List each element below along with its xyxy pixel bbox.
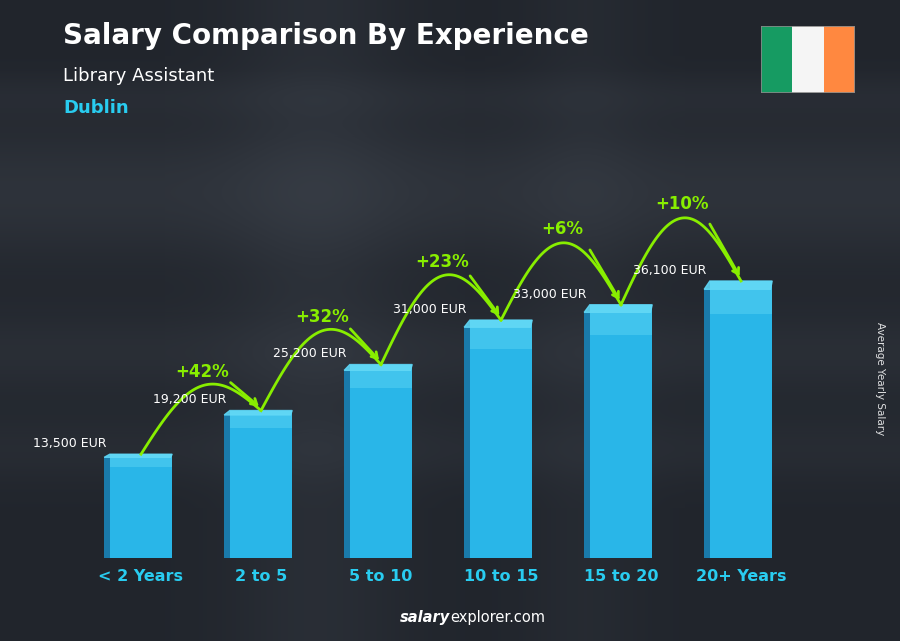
Text: 31,000 EUR: 31,000 EUR xyxy=(393,303,467,316)
Text: explorer.com: explorer.com xyxy=(450,610,545,625)
Text: 36,100 EUR: 36,100 EUR xyxy=(634,263,706,277)
Text: 13,500 EUR: 13,500 EUR xyxy=(33,437,107,450)
Bar xyxy=(710,281,772,558)
Bar xyxy=(590,304,652,558)
Bar xyxy=(230,410,292,428)
Bar xyxy=(824,26,855,93)
Text: salary: salary xyxy=(400,610,450,625)
Text: +6%: +6% xyxy=(541,220,583,238)
Polygon shape xyxy=(704,281,772,289)
Text: Library Assistant: Library Assistant xyxy=(63,67,214,85)
Text: +32%: +32% xyxy=(295,308,349,326)
Bar xyxy=(464,327,470,558)
Bar xyxy=(110,454,172,467)
Bar xyxy=(344,370,350,558)
Bar xyxy=(584,312,590,558)
Bar xyxy=(110,454,172,558)
Polygon shape xyxy=(344,365,412,370)
Bar xyxy=(350,365,412,558)
Text: +42%: +42% xyxy=(176,363,229,381)
Polygon shape xyxy=(224,410,292,415)
Bar xyxy=(224,415,230,558)
Bar xyxy=(760,26,792,93)
Bar xyxy=(792,26,824,93)
Bar xyxy=(710,281,772,314)
Text: Salary Comparison By Experience: Salary Comparison By Experience xyxy=(63,22,589,51)
Text: 19,200 EUR: 19,200 EUR xyxy=(153,394,227,406)
Bar xyxy=(350,365,412,388)
Bar xyxy=(104,457,110,558)
Bar xyxy=(704,289,710,558)
Bar xyxy=(230,410,292,558)
Polygon shape xyxy=(584,304,652,312)
Text: +23%: +23% xyxy=(415,253,469,271)
Polygon shape xyxy=(104,454,172,457)
Text: Dublin: Dublin xyxy=(63,99,129,117)
Text: Average Yearly Salary: Average Yearly Salary xyxy=(875,322,886,435)
Bar xyxy=(590,304,652,335)
Text: +10%: +10% xyxy=(655,195,709,213)
Polygon shape xyxy=(464,320,532,327)
Text: 33,000 EUR: 33,000 EUR xyxy=(513,288,587,301)
Bar xyxy=(470,320,532,558)
Text: 25,200 EUR: 25,200 EUR xyxy=(274,347,346,360)
Bar xyxy=(470,320,532,349)
